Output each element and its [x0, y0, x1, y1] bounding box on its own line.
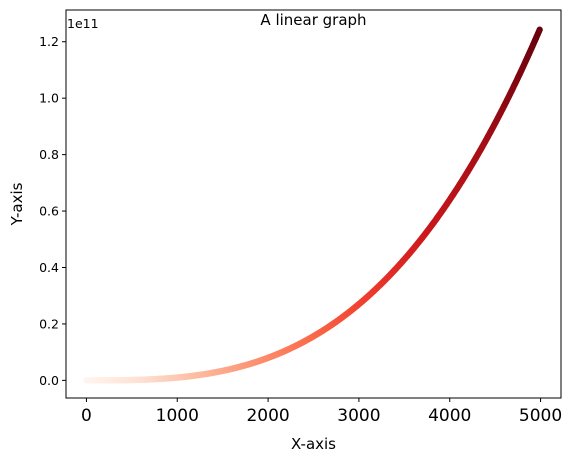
x-tick-label: 0 [81, 406, 92, 426]
x-tick-label: 5000 [519, 406, 562, 426]
data-point [536, 26, 543, 33]
data-points [83, 26, 543, 384]
y-tick-label: 0.2 [39, 316, 59, 331]
x-tick-label: 1000 [156, 406, 199, 426]
x-axis-label: X-axis [291, 435, 336, 453]
y-tick-label: 1.0 [39, 91, 59, 106]
y-tick-label: 0.8 [39, 147, 59, 162]
y-axis-label: Y-axis [8, 182, 26, 226]
chart-title: A linear graph [260, 11, 366, 29]
y-tick-label: 1.2 [39, 34, 59, 49]
y-tick-label: 0.6 [39, 204, 59, 219]
x-tick-label: 3000 [337, 406, 380, 426]
x-axis-ticks: 0 1000 2000 3000 4000 5000 [81, 398, 562, 426]
plot-frame [65, 9, 562, 399]
y-tick-label: 0.0 [39, 373, 59, 388]
y-offset-label: 1e11 [67, 16, 99, 31]
x-tick-label: 4000 [428, 406, 471, 426]
y-tick-label: 0.4 [39, 260, 59, 275]
y-axis-ticks: 0.0 0.2 0.4 0.6 0.8 1.0 1.2 [39, 34, 66, 388]
x-tick-label: 2000 [246, 406, 289, 426]
